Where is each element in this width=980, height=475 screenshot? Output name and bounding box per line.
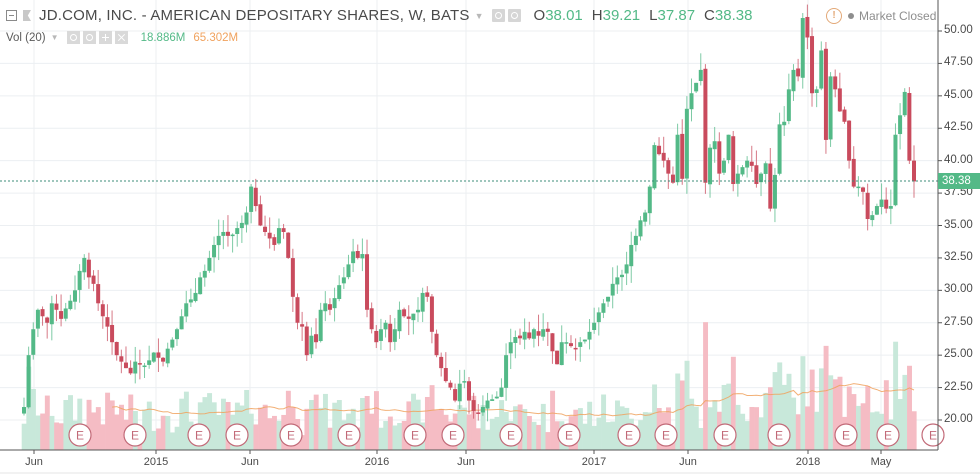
price-axis-label: 25.00	[944, 348, 973, 361]
time-axis-label: 2016	[364, 456, 390, 468]
svg-text:E: E	[884, 429, 892, 443]
svg-text:E: E	[345, 429, 353, 443]
low-label: L	[649, 7, 658, 24]
time-axis-ticks	[33, 450, 882, 454]
earnings-marker[interactable]: E	[834, 423, 858, 447]
earnings-marker[interactable]: E	[187, 423, 211, 447]
earnings-marker[interactable]: E	[654, 423, 678, 447]
price-axis-label: 22.50	[944, 380, 973, 393]
volume-legend: Vol (20) ▼ 18.886M 65.302M	[6, 31, 238, 44]
svg-text:E: E	[411, 429, 419, 443]
time-axis-label: May	[870, 456, 892, 468]
earnings-marker[interactable]: E	[441, 423, 465, 447]
earnings-marker[interactable]: E	[337, 423, 361, 447]
earnings-marker[interactable]: E	[876, 423, 900, 447]
price-axis-label: 20.00	[944, 413, 973, 425]
eye-icon[interactable]	[66, 31, 80, 44]
flag-icon[interactable]	[23, 10, 31, 21]
earnings-marker[interactable]: E	[617, 423, 641, 447]
earnings-marker[interactable]: E	[499, 423, 523, 447]
price-axis-label: 40.00	[944, 153, 973, 166]
close-icon[interactable]	[114, 31, 128, 44]
earnings-marker[interactable]: E	[921, 423, 945, 447]
candlesticks	[22, 4, 916, 422]
price-axis-label: 42.50	[944, 121, 973, 134]
market-status: ! Market Closed	[826, 8, 936, 24]
high-label: H	[591, 7, 603, 24]
earnings-marker[interactable]: E	[279, 423, 303, 447]
price-axis-label: 37.50	[944, 186, 973, 199]
earnings-marker[interactable]: E	[225, 423, 249, 447]
price-axis-ticks	[938, 30, 942, 421]
gear-icon[interactable]	[82, 31, 96, 44]
price-axis-label: 30.00	[944, 283, 973, 296]
close-value: 38.38	[714, 7, 753, 24]
earnings-marker[interactable]: E	[713, 423, 737, 447]
symbol-legend: JD.COM, INC. - AMERICAN DEPOSITARY SHARE…	[6, 7, 752, 24]
high-value: 39.21	[602, 7, 641, 24]
current-price-tag: 38.38	[938, 173, 980, 189]
svg-text:E: E	[449, 429, 457, 443]
collapse-legend-icon[interactable]	[6, 10, 17, 21]
svg-text:E: E	[721, 429, 729, 443]
volume-ma-line	[112, 383, 915, 417]
svg-text:E: E	[287, 429, 295, 443]
svg-text:E: E	[625, 429, 633, 443]
svg-text:E: E	[76, 429, 84, 443]
close-label: C	[704, 7, 715, 24]
svg-text:E: E	[131, 429, 139, 443]
volume-title[interactable]: Vol (20)	[6, 31, 46, 44]
price-axis-label: 27.50	[944, 315, 973, 328]
symbol-title[interactable]: JD.COM, INC. - AMERICAN DEPOSITARY SHARE…	[39, 7, 470, 24]
time-axis-label: Jun	[241, 456, 259, 468]
price-axis-label: 50.00	[944, 24, 973, 36]
volume-ma-value: 65.302M	[193, 31, 239, 44]
low-value: 37.87	[657, 7, 696, 24]
time-axis-label: Jun	[679, 456, 697, 468]
market-status-text: Market Closed	[859, 9, 937, 23]
price-axis-label: 35.00	[944, 218, 973, 231]
time-axis-label: 2015	[143, 456, 169, 468]
volume-value: 18.886M	[140, 31, 186, 44]
earnings-marker[interactable]: E	[557, 423, 581, 447]
ohlc-values: O38.01 H39.21 L37.87 C38.38	[534, 7, 753, 24]
svg-text:E: E	[195, 429, 203, 443]
svg-text:E: E	[842, 429, 850, 443]
price-axis-label: 47.50	[944, 56, 973, 69]
time-axis-label: 2018	[795, 456, 821, 468]
earnings-marker[interactable]: E	[68, 423, 92, 447]
svg-text:E: E	[565, 429, 573, 443]
open-value: 38.01	[545, 7, 583, 24]
eye-icon[interactable]	[491, 9, 505, 22]
chevron-down-icon[interactable]: ▼	[474, 10, 484, 21]
status-dot-icon	[848, 13, 854, 19]
gear-icon[interactable]	[507, 9, 521, 22]
open-label: O	[533, 7, 546, 24]
svg-text:E: E	[662, 429, 670, 443]
svg-text:E: E	[929, 429, 937, 443]
svg-text:E: E	[507, 429, 515, 443]
price-axis-label: 45.00	[944, 88, 973, 101]
svg-text:E: E	[775, 429, 783, 443]
time-axis-label: 2017	[581, 456, 607, 468]
warning-icon[interactable]: !	[826, 8, 842, 24]
chevron-down-icon[interactable]: ▼	[50, 33, 59, 42]
time-axis-label: Jun	[25, 456, 43, 468]
plus-icon[interactable]	[98, 31, 112, 44]
earnings-marker[interactable]: E	[767, 423, 791, 447]
price-axis-label: 32.50	[944, 250, 973, 263]
earnings-marker[interactable]: E	[123, 423, 147, 447]
earnings-marker[interactable]: E	[403, 423, 427, 447]
time-axis-label: Jun	[457, 456, 475, 468]
svg-text:E: E	[233, 429, 241, 443]
